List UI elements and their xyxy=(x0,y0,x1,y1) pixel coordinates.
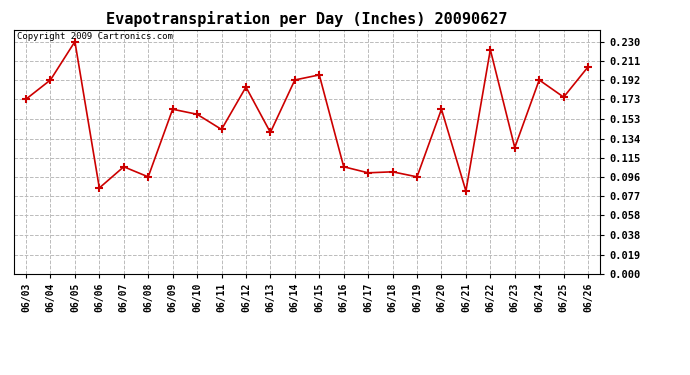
Title: Evapotranspiration per Day (Inches) 20090627: Evapotranspiration per Day (Inches) 2009… xyxy=(106,12,508,27)
Text: Copyright 2009 Cartronics.com: Copyright 2009 Cartronics.com xyxy=(17,33,172,42)
